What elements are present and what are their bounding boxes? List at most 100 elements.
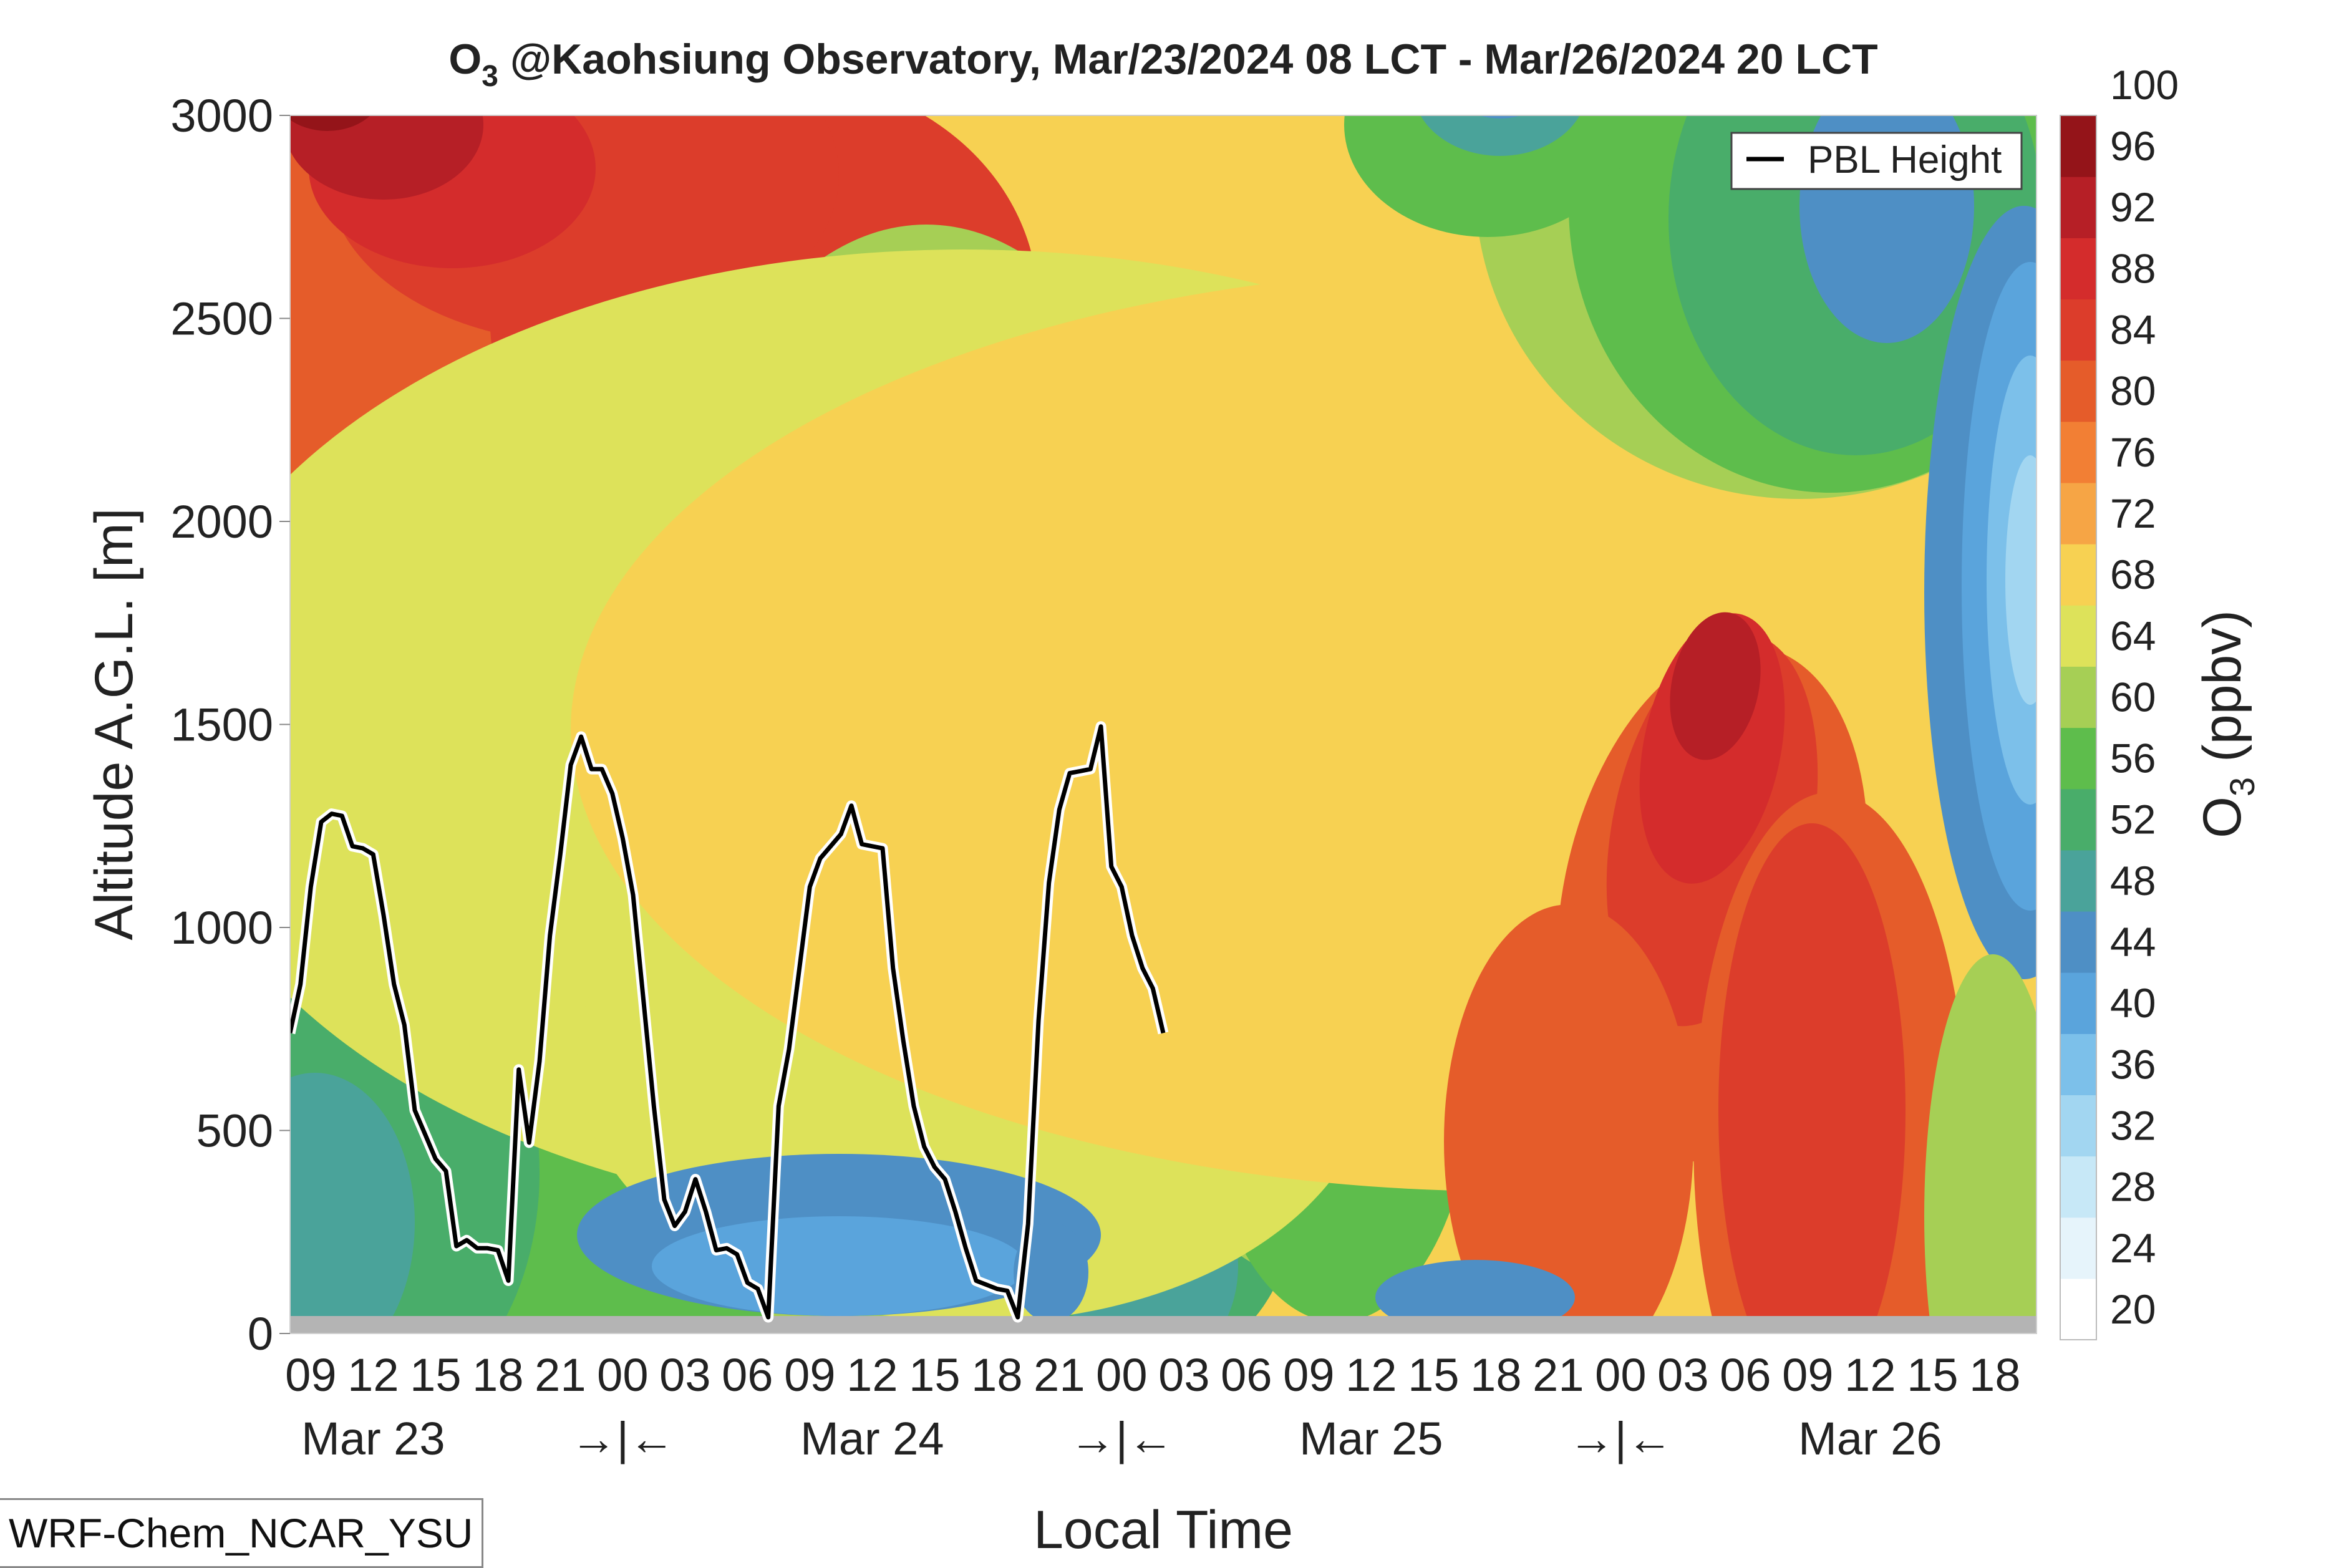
colorbar-swatch (2060, 482, 2096, 544)
x-tick-label: 06 (1720, 1349, 1771, 1401)
ozone-contour-region (1375, 1260, 1575, 1333)
y-axis-label: Altitude A.G.L. [m] (84, 508, 144, 940)
colorbar-swatch (2060, 421, 2096, 483)
colorbar-tick-label: 20 (2110, 1286, 2156, 1332)
x-day-boundary-marker: →|← (571, 1413, 675, 1464)
colorbar-tick-label: 80 (2110, 368, 2156, 414)
x-tick-label: 00 (597, 1349, 648, 1401)
x-tick-label: 12 (347, 1349, 399, 1401)
colorbar-swatch (2060, 911, 2096, 973)
colorbar-tick-label: 44 (2110, 919, 2156, 965)
x-day-boundary-marker: →|← (1070, 1413, 1174, 1464)
colorbar-swatch (2060, 238, 2096, 300)
x-tick-label: 00 (1595, 1349, 1646, 1401)
x-tick-label: 06 (722, 1349, 773, 1401)
plot-area (290, 115, 2036, 1333)
x-tick-label: 21 (535, 1349, 586, 1401)
colorbar-tick-label: 92 (2110, 184, 2156, 230)
colorbar-swatch (2060, 972, 2096, 1034)
y-tick-label: 2500 (170, 293, 273, 345)
y-tick-label: 0 (248, 1308, 273, 1360)
y-tick-label: 1500 (170, 699, 273, 751)
colorbar-swatch (2060, 1278, 2096, 1340)
x-tick-label: 18 (1969, 1349, 2020, 1401)
pbl-height-line (290, 724, 1166, 1320)
colorbar-tick-label: 36 (2110, 1041, 2156, 1087)
colorbar-swatch (2060, 788, 2096, 851)
ozone-contour-region (1479, 115, 1521, 119)
x-axis-label: Local Time (1034, 1500, 1293, 1559)
colorbar-tick-label: 64 (2110, 612, 2156, 659)
colorbar-tick-label: 60 (2110, 674, 2156, 720)
colorbar-tick-label: 28 (2110, 1164, 2156, 1210)
x-tick-label: 09 (784, 1349, 835, 1401)
x-tick-label: 12 (1345, 1349, 1397, 1401)
colorbar-swatch (2060, 727, 2096, 790)
colorbar-swatch (2060, 299, 2096, 361)
colorbar-swatch (2060, 605, 2096, 667)
colorbar-swatch (2060, 1217, 2096, 1279)
ozone-contour-region (1014, 1222, 1088, 1322)
colorbar-tick-label: 100 (2110, 62, 2179, 108)
colorbar-tick-label: 24 (2110, 1225, 2156, 1271)
x-tick-label: 03 (1158, 1349, 1209, 1401)
colorbar-tick-label: 52 (2110, 796, 2156, 843)
x-tick-label: 12 (1844, 1349, 1896, 1401)
ozone-contour-region (1344, 115, 1631, 237)
ozone-contour-region (1420, 115, 1580, 156)
ozone-contour-region (652, 1216, 1026, 1316)
x-tick-label: 06 (1221, 1349, 1272, 1401)
x-tick-label: 15 (1907, 1349, 1958, 1401)
ozone-contour-region (1670, 612, 1761, 760)
ozone-field (290, 115, 2036, 1333)
x-tick-label: 15 (1408, 1349, 1459, 1401)
x-tick-label: 09 (1782, 1349, 1833, 1401)
colorbar-tick-label: 48 (2110, 858, 2156, 904)
x-day-boundary-marker: →|← (1569, 1413, 1673, 1464)
x-tick-label: 12 (846, 1349, 898, 1401)
colorbar: 20 24 28 32 36 40 44 48 52 56 60 64 68 72 76 80 84 88 92 96… (2060, 62, 2179, 1340)
colorbar-swatch (2060, 544, 2096, 606)
colorbar-swatch (2060, 1033, 2096, 1095)
model-config-label: WRF-Chem_NCAR_YSU (0, 1498, 484, 1568)
x-tick-label: 03 (659, 1349, 710, 1401)
ozone-contour-region (1799, 115, 1974, 343)
colorbar-swatch (2060, 177, 2096, 238)
ozone-contour-region (1444, 904, 1693, 1333)
x-tick-label: 09 (1283, 1349, 1334, 1401)
x-tick-label: 21 (1533, 1349, 1584, 1401)
colorbar-tick-label: 96 (2110, 123, 2156, 169)
colorbar-tick-label: 40 (2110, 980, 2156, 1026)
x-day-label: Mar 26 (1798, 1413, 1942, 1464)
y-tick-label: 3000 (170, 90, 273, 142)
colorbar-tick-label: 76 (2110, 429, 2156, 475)
x-tick-label: 18 (472, 1349, 523, 1401)
colorbar-label: O3 (ppbv) (2192, 610, 2262, 838)
colorbar-swatch (2060, 1156, 2096, 1218)
colorbar-swatch (2060, 115, 2096, 177)
x-day-label: Mar 23 (301, 1413, 445, 1464)
colorbar-tick-label: 68 (2110, 551, 2156, 598)
ozone-contour-region (1718, 823, 1906, 1333)
y-tick-label: 1000 (170, 902, 273, 954)
x-day-label: Mar 25 (1299, 1413, 1443, 1464)
y-tick-label: 500 (196, 1105, 273, 1157)
colorbar-swatch (2060, 849, 2096, 912)
ozone-contour-region (290, 1073, 415, 1333)
x-day-label: Mar 24 (800, 1413, 944, 1464)
x-tick-label: 18 (971, 1349, 1022, 1401)
colorbar-tick-label: 32 (2110, 1102, 2156, 1148)
x-tick-label: 15 (410, 1349, 461, 1401)
y-tick-label: 2000 (170, 496, 273, 548)
ozone-contour-region (2005, 455, 2036, 705)
x-tick-label: 15 (909, 1349, 960, 1401)
terrain-band (290, 1316, 2036, 1333)
legend: PBL Height (1730, 132, 2023, 190)
colorbar-tick-label: 88 (2110, 245, 2156, 291)
x-tick-label: 00 (1096, 1349, 1147, 1401)
x-axis: 09 12 15 18 21 00 03 06 09 12 15 18 21 00 03 06 09 12 15 18… (285, 1349, 2020, 1464)
colorbar-tick-label: 72 (2110, 490, 2156, 536)
x-tick-label: 03 (1657, 1349, 1708, 1401)
ozone-contour-region (1924, 954, 2036, 1333)
